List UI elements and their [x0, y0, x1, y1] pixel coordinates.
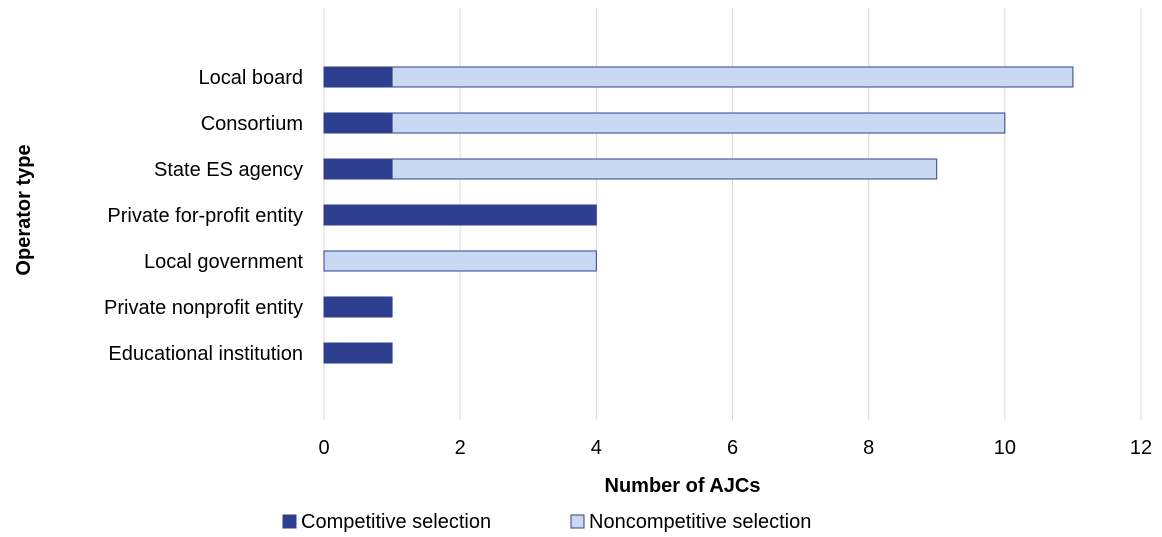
- legend: Competitive selection Noncompetitive sele…: [282, 511, 811, 533]
- legend-swatch-competitive: [282, 514, 297, 529]
- x-tick-labels: 0 2 4 6 8 10 12: [318, 437, 1152, 459]
- category-label: Local board: [198, 67, 303, 89]
- legend-label-competitive: Competitive selection: [301, 511, 491, 533]
- x-tick-label-2: 2: [455, 437, 466, 459]
- x-tick-label-6: 6: [727, 437, 738, 459]
- bar-competitive: [323, 342, 393, 364]
- bar-competitive: [323, 112, 393, 134]
- category-label: State ES agency: [154, 159, 303, 181]
- legend-swatch-noncompetitive: [570, 514, 585, 529]
- y-axis-title: Operator type: [13, 144, 35, 275]
- x-tick-label-8: 8: [863, 437, 874, 459]
- bar-competitive: [323, 204, 597, 226]
- category-label: Local government: [144, 251, 303, 273]
- bar-competitive: [323, 158, 393, 180]
- category-label: Educational institution: [108, 343, 303, 365]
- bar-competitive: [323, 296, 393, 318]
- bar-noncompetitive: [391, 66, 1074, 88]
- category-labels: Local board Consortium State ES agency Priv…: [104, 67, 303, 365]
- x-axis-title: Number of AJCs: [605, 475, 761, 497]
- bar-noncompetitive: [391, 112, 1006, 134]
- x-tick-label-12: 12: [1130, 437, 1152, 459]
- category-label: Consortium: [201, 113, 303, 135]
- bar-competitive: [323, 66, 393, 88]
- bar-noncompetitive: [391, 158, 938, 180]
- category-label: Private nonprofit entity: [104, 297, 303, 319]
- bars: [323, 66, 1074, 364]
- bar-noncompetitive: [323, 250, 597, 272]
- legend-label-noncompetitive: Noncompetitive selection: [589, 511, 811, 533]
- x-tick-label-0: 0: [318, 437, 329, 459]
- x-tick-label-4: 4: [591, 437, 602, 459]
- category-label: Private for-profit entity: [107, 205, 303, 227]
- x-tick-label-10: 10: [994, 437, 1016, 459]
